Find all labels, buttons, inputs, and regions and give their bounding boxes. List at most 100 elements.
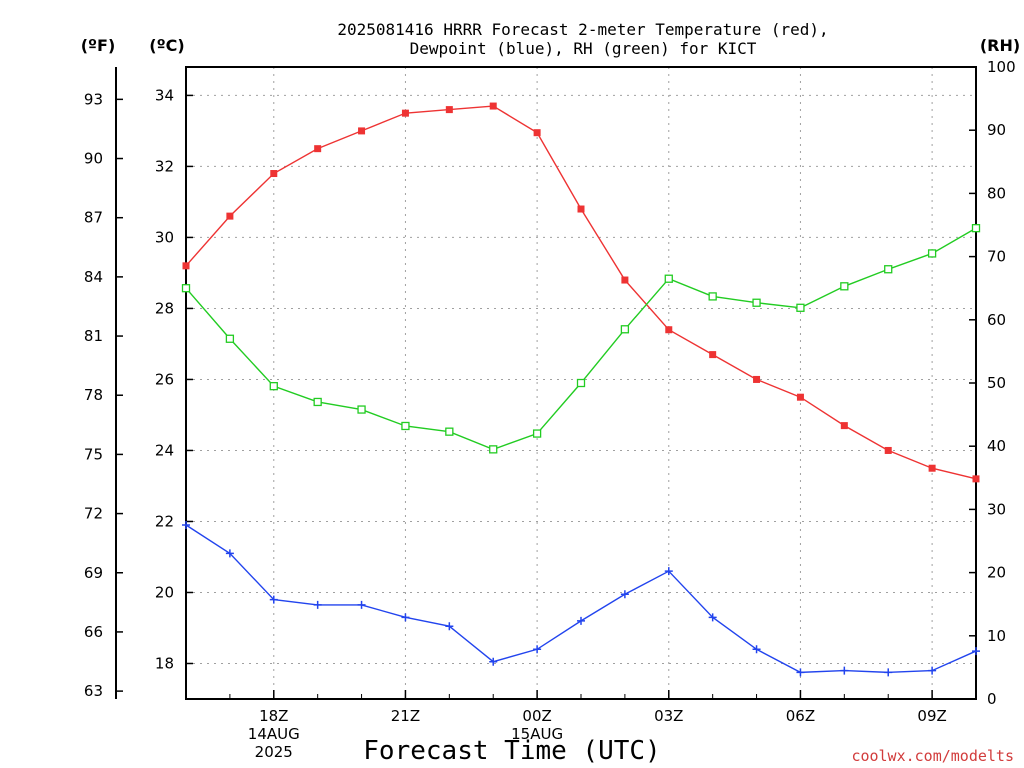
temperature-point	[401, 109, 409, 117]
celsius-tick-label: 32	[155, 157, 174, 175]
temperature-point	[226, 212, 234, 220]
rh-tick-label: 100	[987, 58, 1016, 76]
rh-point	[884, 265, 893, 274]
dewpoint-point	[884, 668, 893, 677]
fahrenheit-tick-label: 87	[84, 209, 103, 227]
rh-point	[752, 298, 761, 307]
x-axis-label: Forecast Time (UTC)	[363, 736, 660, 766]
rh-tick-label: 50	[987, 374, 1006, 392]
rh-point	[401, 421, 410, 431]
rh-axis: 0 10 20 30 40 50 60 70 80 90 100	[969, 58, 1016, 708]
time-tick-label: 2025	[255, 743, 293, 761]
dewpoint-point	[401, 613, 410, 622]
celsius-unit-label: (ºC)	[149, 36, 184, 55]
grid-lines	[186, 67, 976, 699]
rh-tick-label: 20	[987, 564, 1006, 582]
fahrenheit-tick-label: 69	[84, 564, 103, 582]
temperature-point	[709, 351, 717, 359]
celsius-tick-label: 28	[155, 299, 174, 317]
rh-point	[357, 405, 366, 414]
temperature-point	[796, 393, 804, 401]
time-tick-label: 06Z	[786, 707, 815, 725]
celsius-tick-label: 30	[155, 228, 174, 246]
time-tick-label: 15AUG	[511, 725, 563, 743]
dewpoint-line	[185, 524, 977, 674]
temperature-point	[665, 326, 673, 334]
dewpoint-point	[840, 666, 849, 675]
rh-tick-label: 70	[987, 248, 1006, 266]
rh-tick-label: 40	[987, 437, 1006, 455]
dewpoint-series	[182, 521, 980, 677]
temperature-point	[972, 475, 980, 483]
celsius-tick-label: 20	[155, 583, 174, 601]
rh-point	[269, 382, 278, 391]
celsius-tick-label: 24	[155, 441, 174, 459]
rh-series	[181, 224, 981, 454]
dewpoint-point	[972, 647, 980, 656]
celsius-tick-label: 26	[155, 370, 174, 388]
rh-tick-label: 30	[987, 500, 1006, 518]
fahrenheit-tick-label: 90	[84, 150, 103, 168]
fahrenheit-tick-label: 63	[84, 682, 103, 700]
fahrenheit-tick-label: 81	[84, 327, 103, 345]
rh-point	[576, 378, 586, 388]
celsius-tick-label: 22	[155, 512, 174, 530]
rh-point	[927, 249, 937, 258]
rh-point	[181, 284, 191, 293]
fahrenheit-tick-label: 84	[84, 268, 103, 286]
chart-title-line1: 2025081416 HRRR Forecast 2-meter Tempera…	[337, 20, 828, 39]
dewpoint-point	[269, 595, 278, 604]
rh-point	[225, 334, 235, 343]
rh-tick-label: 90	[987, 121, 1006, 139]
temperature-point	[577, 205, 585, 213]
dewpoint-point	[620, 590, 629, 599]
temperature-point	[840, 422, 848, 430]
temperature-point	[182, 262, 190, 270]
time-tick-label: 14AUG	[248, 725, 300, 743]
dewpoint-point	[533, 645, 542, 654]
temperature-point	[621, 276, 629, 284]
temperature-point	[533, 129, 541, 137]
rh-point	[796, 303, 805, 312]
dewpoint-point	[928, 666, 937, 675]
rh-point	[664, 274, 673, 283]
rh-point	[445, 427, 454, 436]
temperature-point	[753, 375, 761, 383]
rh-point	[840, 282, 849, 291]
temperature-point	[928, 464, 936, 472]
dewpoint-point	[313, 600, 322, 609]
fahrenheit-tick-label: 78	[84, 386, 103, 404]
temperature-point	[445, 106, 453, 114]
temperature-point	[314, 145, 322, 153]
celsius-axis: 18 20 22 24 26 28 30 32 34	[155, 86, 193, 672]
celsius-tick-label: 34	[155, 86, 174, 104]
dewpoint-point	[225, 549, 234, 558]
temperature-point	[270, 170, 278, 178]
rh-point	[971, 224, 981, 233]
fahrenheit-tick-label: 93	[84, 90, 103, 108]
dewpoint-point	[445, 622, 454, 631]
rh-tick-label: 80	[987, 184, 1006, 202]
rh-point	[532, 429, 542, 438]
rh-tick-label: 10	[987, 627, 1006, 645]
time-tick-label: 21Z	[391, 707, 420, 725]
time-tick-label: 18Z	[259, 707, 288, 725]
rh-point	[313, 397, 322, 407]
rh-tick-label: 0	[987, 690, 997, 708]
chart-title-line2: Dewpoint (blue), RH (green) for KICT	[410, 39, 757, 58]
fahrenheit-tick-label: 66	[84, 623, 103, 641]
temperature-line	[185, 105, 977, 480]
celsius-tick-label: 18	[155, 654, 174, 672]
rh-unit-label: (RH)	[980, 36, 1020, 55]
rh-tick-label: 60	[987, 311, 1006, 329]
fahrenheit-tick-label: 72	[84, 505, 103, 523]
temperature-point	[489, 102, 497, 110]
dewpoint-point	[357, 600, 366, 609]
rh-line	[185, 227, 977, 451]
series-layer	[181, 102, 981, 677]
dewpoint-point	[489, 657, 498, 666]
rh-point	[489, 445, 498, 454]
time-tick-label: 09Z	[917, 707, 946, 725]
